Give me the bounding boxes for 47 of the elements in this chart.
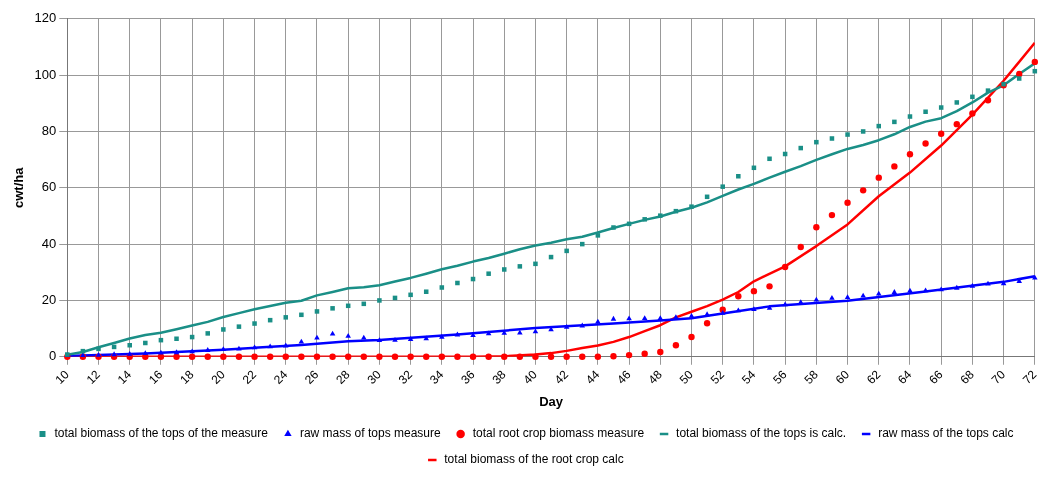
x-tick-label: 56 [770, 367, 790, 387]
x-tick-label: 62 [863, 367, 884, 387]
x-tick-label: 36 [458, 367, 478, 387]
x-tick-label: 42 [551, 367, 572, 387]
y-tick-label: 60 [41, 179, 57, 195]
x-tick-label: 34 [426, 367, 447, 387]
y-axis-title: cwt/ha [11, 166, 27, 209]
x-tick-label: 40 [520, 367, 541, 387]
x-tick-label: 66 [926, 367, 946, 387]
y-tick-label: 20 [41, 292, 57, 308]
x-tick-label: 38 [489, 367, 509, 387]
legend-label: total biomass of the tops of the measure [54, 426, 269, 441]
legend-label: total biomass of the tops is calc. [676, 426, 847, 441]
x-tick-label: 70 [988, 367, 1009, 387]
x-tick-label: 32 [395, 367, 416, 387]
x-tick-label: 22 [239, 367, 260, 387]
x-tick-label: 26 [302, 367, 322, 387]
x-tick-label: 14 [114, 367, 135, 387]
y-tick-label: 80 [41, 123, 57, 139]
x-axis-title: Day [539, 393, 564, 409]
x-tick-label: 50 [676, 367, 697, 387]
x-tick-label: 30 [364, 367, 385, 387]
y-tick-label: 40 [41, 235, 57, 251]
x-tick-label: 68 [957, 367, 978, 387]
x-tick-label: 18 [177, 367, 197, 387]
x-tick-label: 58 [801, 367, 822, 387]
x-tick-label: 48 [645, 367, 665, 387]
x-tick-label: 46 [614, 367, 634, 387]
x-tick-label: 52 [707, 367, 728, 387]
legend-label: raw mass of the tops calc [878, 426, 1014, 441]
x-tick-label: 16 [146, 367, 166, 387]
x-tick-label: 72 [1019, 367, 1040, 387]
legend-label: raw mass of tops measure [299, 426, 441, 441]
y-tick-label: 0 [49, 348, 57, 364]
x-tick-label: 12 [83, 367, 104, 387]
legend-label: total root crop biomass measure [472, 426, 645, 441]
x-tick-label: 44 [582, 367, 603, 387]
x-tick-label: 24 [270, 367, 291, 387]
x-tick-label: 60 [832, 367, 853, 387]
y-tick-label: 120 [34, 10, 57, 26]
x-tick-label: 10 [52, 367, 72, 387]
legend-label: total biomass of the root crop calc [444, 452, 624, 467]
y-tick-label: 100 [34, 66, 57, 82]
x-tick-label: 54 [739, 367, 759, 387]
x-tick-label: 64 [895, 367, 915, 387]
x-tick-label: 20 [208, 367, 229, 387]
x-tick-label: 28 [333, 367, 353, 387]
